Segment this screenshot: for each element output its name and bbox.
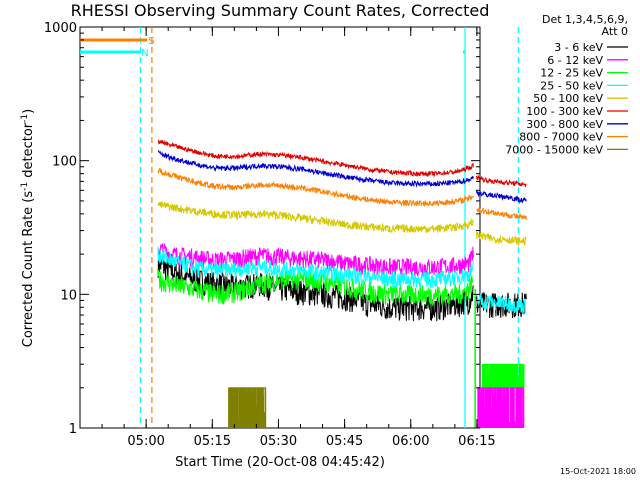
series-line xyxy=(157,150,474,188)
series-line xyxy=(157,269,474,306)
legend-entry-label: 12 - 25 keV xyxy=(540,67,603,80)
legend-entry-label: 300 - 800 keV xyxy=(526,118,603,131)
series-line xyxy=(157,201,474,235)
axis-ticks: 1 10 100 1000 05:00 05:15 05:30 05:45 06:00 06:15 xyxy=(44,21,496,449)
chart-title: RHESSI Observing Summary Count Rates, Co… xyxy=(71,1,490,20)
legend-entry-label: 7000 - 15000 keV xyxy=(505,143,603,156)
series-line-after xyxy=(476,292,527,314)
plot-area: SN xyxy=(79,26,527,429)
legend-entry-label: 3 - 6 keV xyxy=(554,41,603,54)
legend-entry-label: 100 - 300 keV xyxy=(526,105,603,118)
x-tick-label: 05:00 xyxy=(127,434,164,449)
night-flag-label: N xyxy=(141,48,148,59)
series-line-after xyxy=(476,190,527,204)
y-axis-label: Corrected Count Rate (s-1 detector-1) xyxy=(20,109,36,347)
x-tick-label: 05:30 xyxy=(260,434,297,449)
x-axis-label: Start Time (20-Oct-08 04:45:42) xyxy=(175,455,385,470)
series-line-after xyxy=(476,231,527,246)
series-line xyxy=(157,246,474,289)
count-burst xyxy=(477,387,525,428)
axes-frame xyxy=(79,26,481,429)
y-tick-label: 100 xyxy=(52,155,77,170)
legend-header: Att 0 xyxy=(602,25,628,38)
count-burst xyxy=(228,387,267,428)
y-tick-label: 10 xyxy=(60,288,77,303)
legend-entry-label: 25 - 50 keV xyxy=(540,79,603,92)
x-tick-label: 06:15 xyxy=(458,434,495,449)
series-line xyxy=(157,253,474,322)
legend-header: Det 1,3,4,5,6,9, xyxy=(542,13,628,26)
series-line xyxy=(157,167,474,208)
x-tick-label: 06:00 xyxy=(392,434,429,449)
legend-entry-label: 800 - 7000 keV xyxy=(519,131,603,144)
y-tick-label: 1000 xyxy=(44,21,77,36)
legend-entry-label: 6 - 12 keV xyxy=(547,54,603,67)
count-burst xyxy=(481,363,525,388)
x-tick-label: 05:15 xyxy=(194,434,231,449)
series-line-after xyxy=(476,174,527,187)
timestamp: 15-Oct-2021 18:00 xyxy=(560,467,636,476)
x-tick-label: 05:45 xyxy=(326,434,363,449)
y-tick-label: 1 xyxy=(69,422,77,437)
legend-entry-label: 50 - 100 keV xyxy=(533,92,603,105)
series-line-after xyxy=(476,207,527,220)
saa-flag-label: S xyxy=(148,36,154,47)
series-line xyxy=(157,139,474,178)
